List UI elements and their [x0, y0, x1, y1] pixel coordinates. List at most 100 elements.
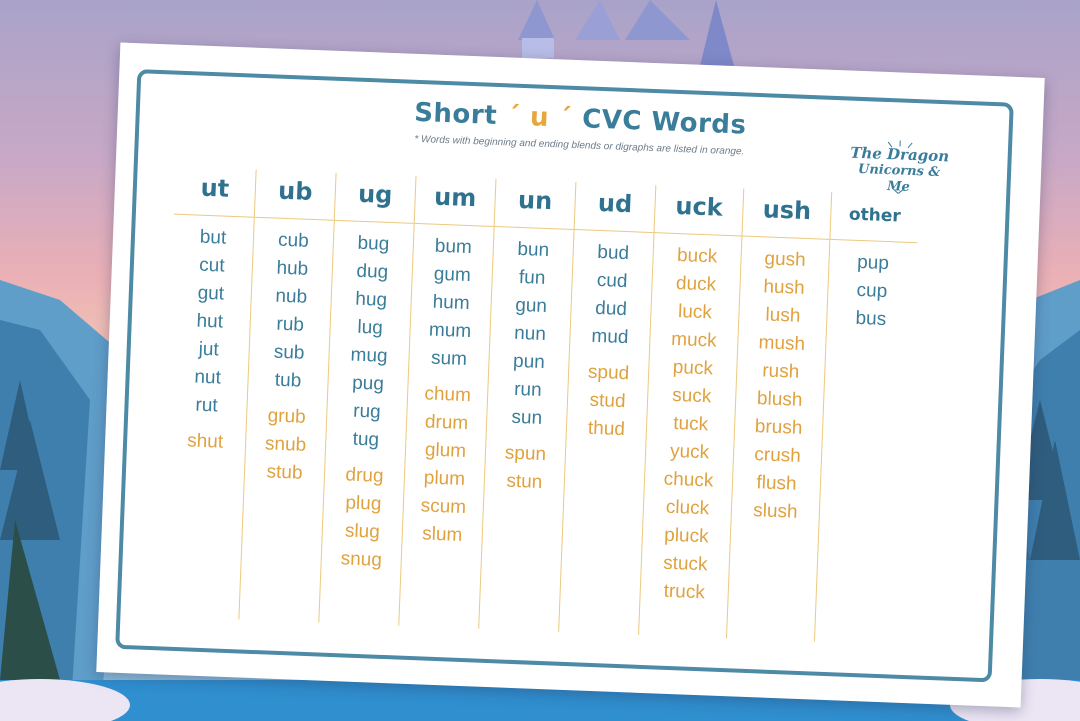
- word-cvc: run: [513, 378, 543, 401]
- column-heading: uck: [654, 185, 744, 237]
- word-blend-digraph: chuck: [663, 468, 714, 492]
- word-cvc: hum: [432, 291, 471, 315]
- word-blend-digraph: spun: [504, 442, 547, 466]
- word-cvc: hut: [196, 310, 224, 333]
- word-blend-digraph: plug: [345, 492, 382, 515]
- column-word-list: pup cup bus: [815, 240, 917, 645]
- word-blend-digraph: tuck: [672, 412, 709, 436]
- title-vowel: ´ u ´: [506, 101, 573, 134]
- word-cvc: hub: [276, 257, 309, 280]
- column-word-list: gush hush lush mush rush blush brush crush flush…: [727, 236, 829, 641]
- word-blend-digraph: duck: [675, 272, 717, 296]
- word-cvc: sub: [273, 341, 305, 364]
- column-word-list: bum gum hum mum sum chum drum glum plum scum slum: [399, 224, 493, 629]
- word-cvc: nub: [275, 285, 308, 308]
- word-cvc: pup: [856, 251, 890, 275]
- word-blend-digraph: puck: [672, 356, 714, 380]
- word-cvc: nun: [513, 322, 547, 346]
- word-cvc: bum: [434, 235, 473, 259]
- title-after: CVC Words: [581, 104, 747, 141]
- word-blend-digraph: cluck: [665, 496, 710, 520]
- word-blend-digraph: muck: [670, 328, 718, 352]
- word-blend-digraph: blush: [756, 388, 803, 411]
- word-blend-digraph: plum: [423, 467, 466, 491]
- word-blend-digraph: chum: [424, 383, 472, 407]
- word-cvc: cut: [198, 254, 225, 277]
- column-word-list: bun fun gun nun pun run sun spun stun: [479, 227, 573, 632]
- column-word-list: bud cud dud mud spud stud thud: [559, 230, 653, 635]
- word-columns: ut but cut gut hut jut nut rut shut ub cub hub nub ru…: [158, 166, 920, 645]
- worksheet-paper: Short ´ u ´ CVC Words * Words with beginni…: [96, 42, 1045, 708]
- column-heading: ut: [173, 166, 256, 218]
- word-blend-digraph: luck: [677, 301, 713, 324]
- word-cvc: bug: [357, 232, 390, 255]
- word-cvc: mum: [428, 319, 472, 343]
- word-blend-digraph: yuck: [669, 440, 710, 464]
- word-blend-digraph: spud: [587, 361, 630, 385]
- word-cvc: pun: [512, 350, 546, 373]
- word-cvc: cud: [596, 269, 628, 293]
- column-word-list: cub hub nub rub sub tub grub snub stub: [239, 218, 333, 623]
- word-cvc: rug: [352, 400, 382, 423]
- word-cvc: cub: [277, 229, 310, 252]
- word-blend-digraph: crush: [753, 444, 802, 467]
- word-cvc: gun: [514, 294, 548, 318]
- word-blend-digraph: shut: [186, 430, 224, 453]
- word-blend-digraph: flush: [756, 472, 797, 495]
- word-blend-digraph: mush: [758, 332, 806, 355]
- column-heading: other: [830, 191, 920, 244]
- word-cvc: tub: [274, 369, 302, 392]
- word-cvc: hug: [354, 288, 388, 311]
- word-cvc: gum: [433, 263, 472, 287]
- word-blend-digraph: brush: [754, 416, 803, 439]
- word-blend-digraph: slug: [344, 520, 381, 543]
- column-heading: ug: [334, 172, 416, 224]
- word-cvc: bud: [596, 241, 630, 265]
- column-heading: ud: [574, 182, 656, 234]
- brand-logo: The Dragon Unicorns & Me: [848, 137, 950, 197]
- word-blend-digraph: scum: [420, 495, 467, 519]
- column-word-list: but cut gut hut jut nut rut shut: [158, 215, 253, 620]
- word-blend-digraph: stuck: [662, 552, 708, 576]
- word-cvc: mug: [350, 344, 388, 367]
- column-heading: ub: [254, 169, 336, 221]
- word-blend-digraph: drug: [345, 464, 384, 487]
- word-cvc: rub: [276, 313, 305, 336]
- word-cvc: nut: [194, 366, 222, 389]
- word-blend-digraph: pluck: [663, 524, 709, 548]
- word-blend-digraph: snug: [340, 548, 383, 571]
- word-cvc: fun: [518, 266, 546, 289]
- word-cvc: mud: [591, 325, 629, 349]
- word-cvc: tug: [352, 428, 380, 451]
- word-cvc: rut: [195, 394, 219, 417]
- word-cvc: gut: [197, 282, 225, 305]
- word-cvc: sum: [430, 347, 468, 371]
- word-blend-digraph: buck: [676, 245, 718, 268]
- word-blend-digraph: drum: [424, 411, 469, 435]
- column-heading: ush: [742, 188, 832, 240]
- word-blend-digraph: slush: [752, 500, 798, 523]
- column-word-list: buck duck luck muck puck suck tuck yuck chuck clu…: [639, 233, 741, 638]
- word-blend-digraph: slum: [421, 523, 463, 546]
- column-heading: um: [414, 175, 496, 227]
- word-cvc: lug: [357, 316, 384, 339]
- word-cvc: but: [199, 226, 227, 249]
- word-cvc: sun: [511, 406, 543, 429]
- word-blend-digraph: stud: [589, 389, 626, 413]
- word-blend-digraph: rush: [761, 360, 800, 383]
- word-blend-digraph: suck: [671, 384, 712, 408]
- word-blend-digraph: stub: [266, 461, 303, 484]
- word-blend-digraph: hush: [763, 276, 805, 299]
- word-blend-digraph: lush: [765, 304, 801, 327]
- word-column-ush: ush gush hush lush mush rush blush brush crush fl…: [726, 188, 832, 642]
- word-cvc: dug: [356, 260, 389, 283]
- word-blend-digraph: grub: [267, 405, 307, 428]
- word-blend-digraph: stun: [506, 470, 543, 493]
- word-column-uck: uck buck duck luck muck puck suck tuck yuck chuck…: [638, 185, 744, 639]
- word-cvc: bus: [855, 307, 887, 331]
- word-blend-digraph: glum: [424, 439, 467, 463]
- sparkle-icon: [887, 140, 913, 194]
- column-word-list: bug dug hug lug mug pug rug tug drug plug slug snug: [319, 221, 413, 626]
- word-cvc: pug: [351, 372, 385, 395]
- word-cvc: bun: [517, 238, 550, 262]
